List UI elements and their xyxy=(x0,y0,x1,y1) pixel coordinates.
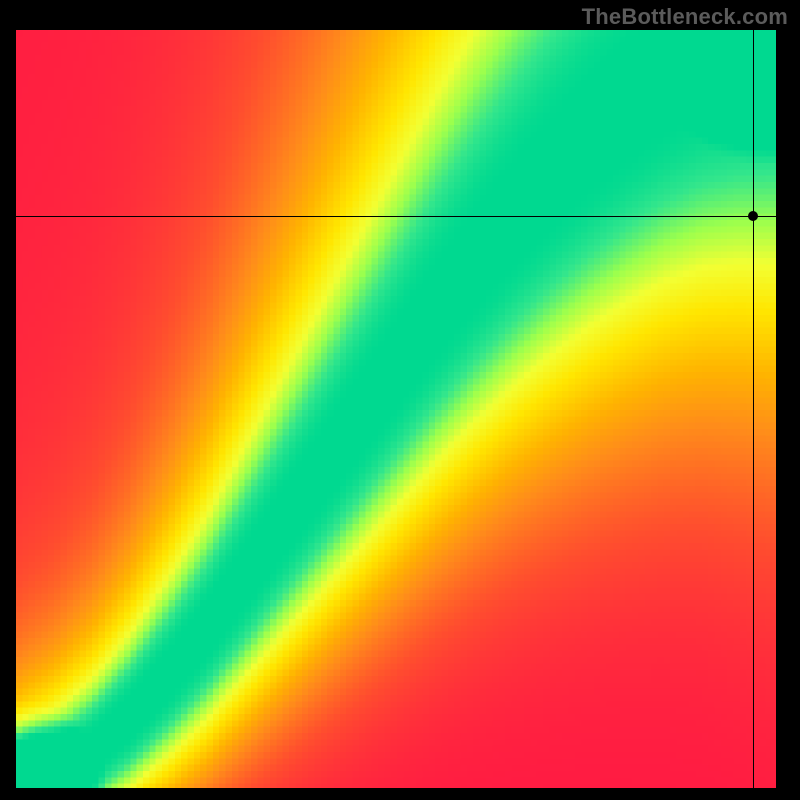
crosshair-horizontal-line xyxy=(16,216,778,217)
crosshair-marker-dot xyxy=(748,211,758,221)
heatmap-plot xyxy=(16,30,778,790)
x-axis-line xyxy=(16,788,778,790)
crosshair-vertical-line xyxy=(753,30,754,790)
watermark-text: TheBottleneck.com xyxy=(582,4,788,30)
heatmap-canvas xyxy=(16,30,778,790)
y-axis-line xyxy=(776,30,778,790)
